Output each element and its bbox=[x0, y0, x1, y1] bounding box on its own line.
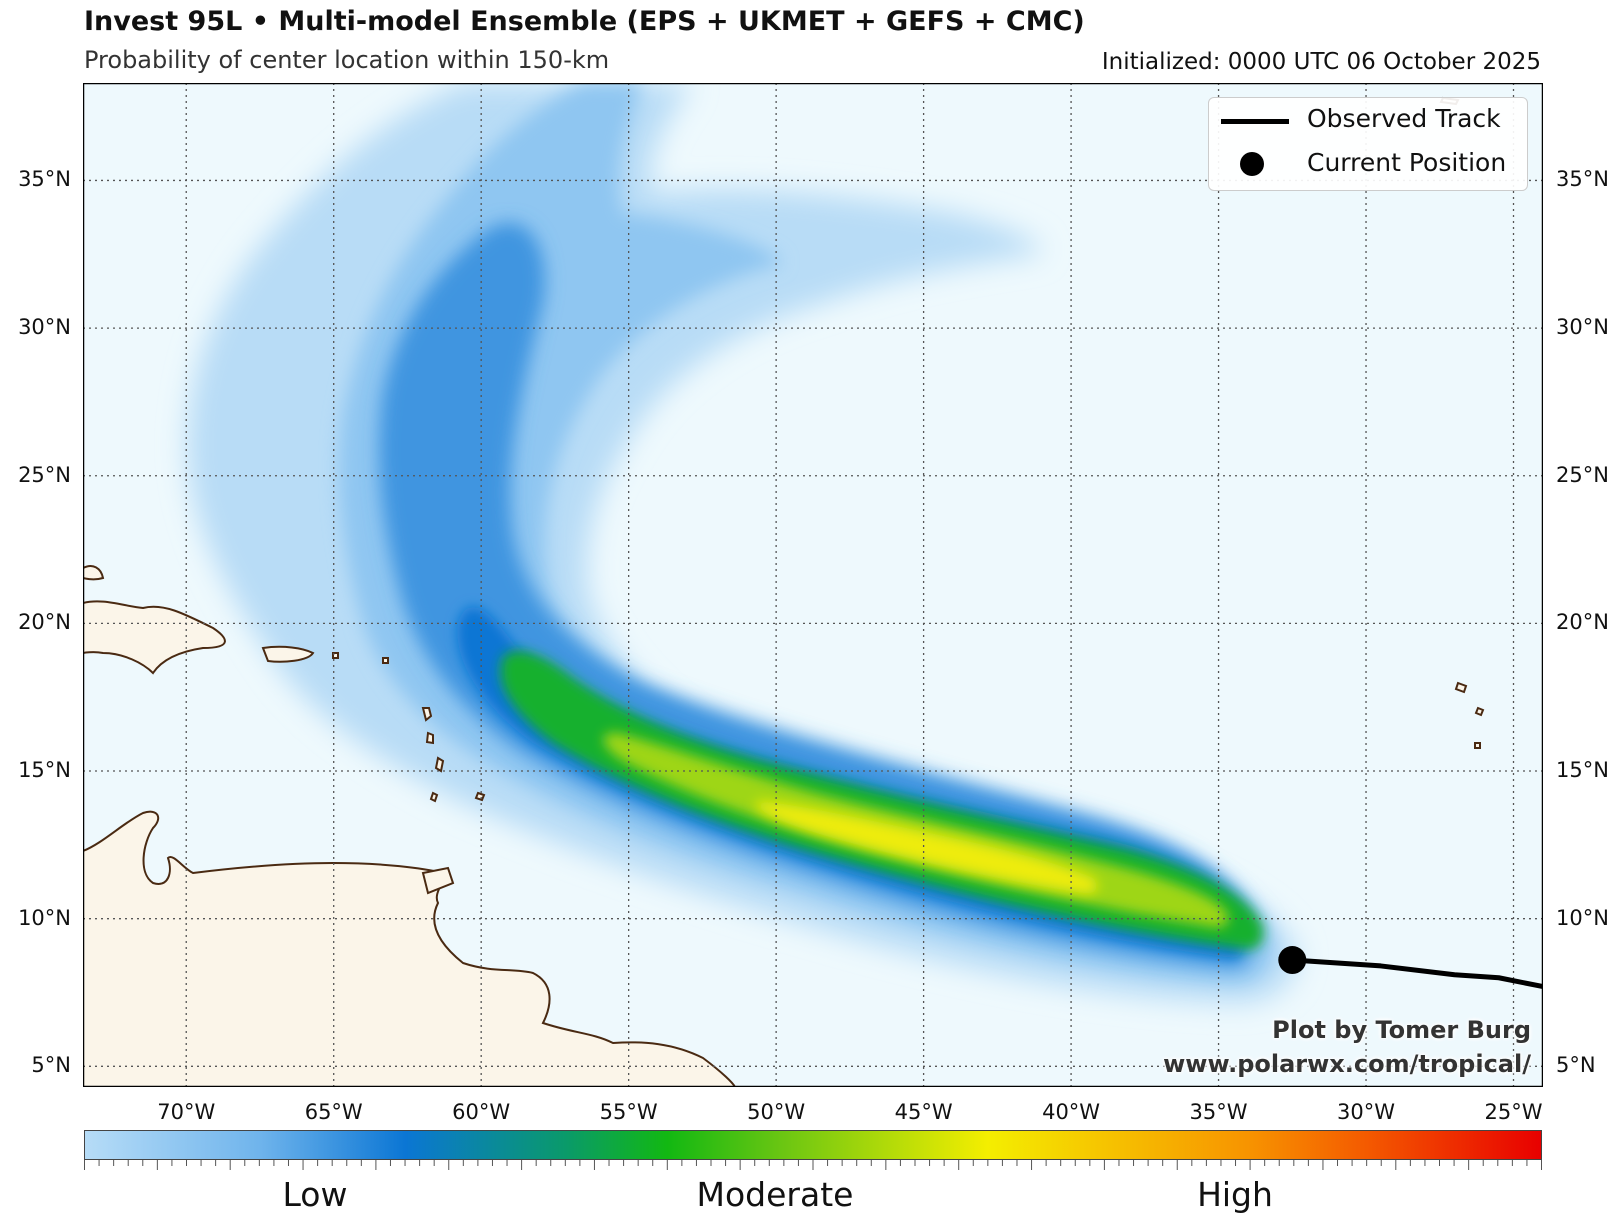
lon-tick-label: 70°W bbox=[157, 1100, 216, 1124]
lat-tick-label: 30°N bbox=[18, 315, 71, 340]
map-legend: Observed Track Current Position bbox=[1208, 97, 1528, 191]
lon-tick-label: 35°W bbox=[1189, 1100, 1248, 1124]
chart-title: Invest 95L • Multi-model Ensemble (EPS +… bbox=[84, 6, 1085, 37]
swath-mid bbox=[379, 222, 1253, 969]
credit-author: Plot by Tomer Burg bbox=[1272, 1016, 1531, 1044]
lat-tick-label: 10°N bbox=[1556, 905, 1609, 930]
lat-tick-label: 10°N bbox=[18, 905, 71, 930]
current-position-marker bbox=[1278, 946, 1307, 975]
colorbar-ticks bbox=[84, 1160, 1542, 1170]
lat-tick-label: 25°N bbox=[18, 462, 71, 487]
lon-tick-label: 65°W bbox=[304, 1100, 363, 1124]
lat-tick-label: 20°N bbox=[1556, 610, 1609, 635]
lon-tick-label: 30°W bbox=[1337, 1100, 1396, 1124]
trinidad bbox=[421, 866, 455, 895]
puerto-rico bbox=[261, 645, 315, 663]
lon-tick-label: 60°W bbox=[452, 1100, 511, 1124]
lon-tick-label: 45°W bbox=[894, 1100, 953, 1124]
lat-tick-label: 20°N bbox=[18, 610, 71, 635]
chart-subtitle: Probability of center location within 15… bbox=[84, 46, 610, 74]
credit-url: www.polarwx.com/tropical/ bbox=[1163, 1050, 1531, 1078]
lon-tick-label: 40°W bbox=[1042, 1100, 1101, 1124]
legend-observed-track: Observed Track bbox=[1209, 100, 1527, 140]
observed-track-line bbox=[1289, 957, 1543, 990]
legend-observed-track-label: Observed Track bbox=[1307, 104, 1501, 133]
probability-colorbar bbox=[84, 1130, 1542, 1160]
legend-current-position: Current Position bbox=[1209, 144, 1527, 184]
lat-tick-label: 5°N bbox=[1556, 1053, 1596, 1078]
colorbar-low-label: Low bbox=[282, 1175, 348, 1214]
lat-tick-label: 30°N bbox=[1556, 315, 1609, 340]
legend-current-position-label: Current Position bbox=[1307, 148, 1507, 177]
lon-tick-label: 50°W bbox=[747, 1100, 806, 1124]
lon-tick-label: 25°W bbox=[1484, 1100, 1543, 1124]
current-position-swatch bbox=[1240, 152, 1264, 176]
colorbar-moderate-label: Moderate bbox=[696, 1175, 854, 1214]
hispaniola bbox=[83, 600, 226, 675]
cape-verde bbox=[1454, 681, 1485, 749]
lat-tick-label: 25°N bbox=[1556, 462, 1609, 487]
lat-tick-label: 15°N bbox=[1556, 758, 1609, 783]
probability-swath bbox=[187, 83, 1298, 1003]
colorbar-high-label: High bbox=[1197, 1175, 1273, 1214]
leeward-islands bbox=[332, 652, 486, 803]
lon-tick-label: 55°W bbox=[599, 1100, 658, 1124]
lat-tick-label: 15°N bbox=[18, 758, 71, 783]
initialized-time: Initialized: 0000 UTC 06 October 2025 bbox=[1101, 49, 1541, 75]
probability-map bbox=[83, 83, 1543, 1087]
lat-tick-label: 35°N bbox=[18, 167, 71, 192]
swath-yellow bbox=[755, 801, 1098, 894]
landmasses bbox=[83, 96, 1485, 1087]
lat-tick-label: 35°N bbox=[1556, 167, 1609, 192]
lat-tick-label: 5°N bbox=[31, 1053, 71, 1078]
track-line-swatch bbox=[1221, 119, 1289, 124]
